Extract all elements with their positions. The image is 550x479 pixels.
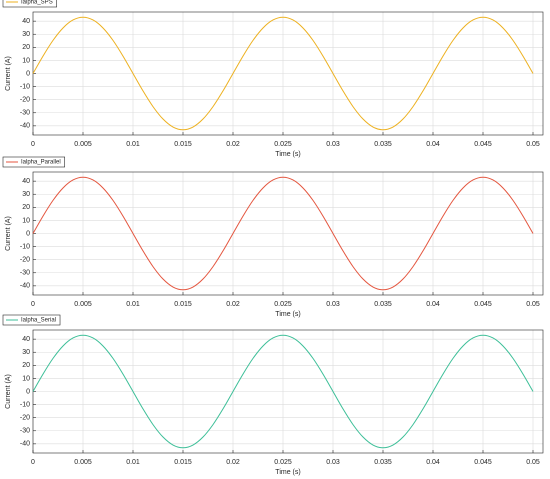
x-tick-label: 0.045 [474, 141, 492, 148]
x-tick-label: 0.005 [74, 459, 92, 466]
y-tick-label: 40 [22, 178, 30, 185]
y-tick-label: 20 [22, 204, 30, 211]
legend-box [2, 156, 66, 168]
y-tick-label: -40 [20, 283, 30, 290]
x-tick-label: 0.015 [174, 141, 192, 148]
x-tick-label: 0.02 [226, 141, 240, 148]
y-tick-label: -10 [20, 401, 30, 408]
x-tick-label: 0 [31, 459, 35, 466]
series-line [32, 334, 534, 449]
x-tick-label: 0.03 [326, 459, 340, 466]
y-tick-label: 10 [22, 57, 30, 64]
legend: Ialpha_Serial [2, 314, 61, 326]
legend-label: Ialpha_Parallel [21, 160, 61, 166]
x-tick-label: 0.035 [374, 459, 392, 466]
x-tick-label: 0.005 [74, 301, 92, 308]
y-tick-label: 40 [22, 336, 30, 343]
y-tick-label: -30 [20, 428, 30, 435]
series-line [32, 16, 534, 131]
legend-label: Ialpha_SPS [21, 0, 53, 6]
y-tick-label: -10 [20, 83, 30, 90]
x-tick-label: 0.015 [174, 301, 192, 308]
legend-label: Ialpha_Serial [21, 318, 56, 324]
x-tick-label: 0.025 [274, 459, 292, 466]
legend: Ialpha_Parallel [2, 156, 66, 168]
x-tick-label: 0.035 [374, 141, 392, 148]
x-tick-label: 0.03 [326, 301, 340, 308]
y-tick-label: -20 [20, 415, 30, 422]
y-tick-label: -30 [20, 270, 30, 277]
x-tick-label: 0.045 [474, 459, 492, 466]
legend: Ialpha_SPS [2, 0, 58, 8]
y-tick-label: 30 [22, 31, 30, 38]
x-tick-label: 0.025 [274, 141, 292, 148]
x-tick-label: 0.05 [526, 301, 540, 308]
y-tick-label: 10 [22, 217, 30, 224]
y-tick-label: 0 [26, 230, 30, 237]
y-tick-label: -30 [20, 110, 30, 117]
y-tick-label: -40 [20, 123, 30, 130]
y-axis-label: Current (A) [5, 216, 12, 251]
y-tick-label: -10 [20, 243, 30, 250]
x-tick-label: 0.04 [426, 459, 440, 466]
x-tick-label: 0.02 [226, 459, 240, 466]
y-tick-label: -20 [20, 97, 30, 104]
chart-panel: 0 0.005 0.01 0.015 0.02 0.025 0.03 0.035 0.04 0.0… [2, 0, 544, 158]
x-tick-label: 0.035 [374, 301, 392, 308]
x-axis-label: Time (s) [275, 311, 300, 318]
x-axis-label: Time (s) [275, 469, 300, 476]
x-tick-label: 0.05 [526, 141, 540, 148]
x-tick-label: 0.04 [426, 141, 440, 148]
x-tick-label: 0 [31, 301, 35, 308]
y-tick-label: 20 [22, 362, 30, 369]
x-axis-label: Time (s) [275, 151, 300, 158]
x-tick-label: 0.025 [274, 301, 292, 308]
legend-box [2, 0, 58, 8]
y-tick-label: 30 [22, 349, 30, 356]
chart-panel: 0 0.005 0.01 0.015 0.02 0.025 0.03 0.035 0.04 0.0… [2, 314, 544, 476]
x-tick-label: 0.04 [426, 301, 440, 308]
x-tick-label: 0.045 [474, 301, 492, 308]
x-tick-label: 0.03 [326, 141, 340, 148]
x-tick-label: 0.02 [226, 301, 240, 308]
y-tick-label: 30 [22, 191, 30, 198]
x-tick-label: 0.01 [126, 459, 140, 466]
y-tick-label: -20 [20, 257, 30, 264]
chart-panel: 0 0.005 0.01 0.015 0.02 0.025 0.03 0.035 0.04 0.0… [2, 156, 544, 318]
x-tick-label: 0.01 [126, 141, 140, 148]
y-tick-label: 0 [26, 388, 30, 395]
y-tick-label: 40 [22, 18, 30, 25]
y-axis-label: Current (A) [5, 374, 12, 409]
x-tick-label: 0.015 [174, 459, 192, 466]
y-tick-label: 0 [26, 70, 30, 77]
y-tick-label: 10 [22, 375, 30, 382]
y-axis-label: Current (A) [5, 56, 12, 91]
y-tick-label: 20 [22, 44, 30, 51]
x-tick-label: 0.005 [74, 141, 92, 148]
y-tick-label: -40 [20, 441, 30, 448]
series-line [32, 176, 534, 291]
x-tick-label: 0.05 [526, 459, 540, 466]
x-tick-label: 0 [31, 141, 35, 148]
legend-box [2, 314, 61, 326]
x-tick-label: 0.01 [126, 301, 140, 308]
